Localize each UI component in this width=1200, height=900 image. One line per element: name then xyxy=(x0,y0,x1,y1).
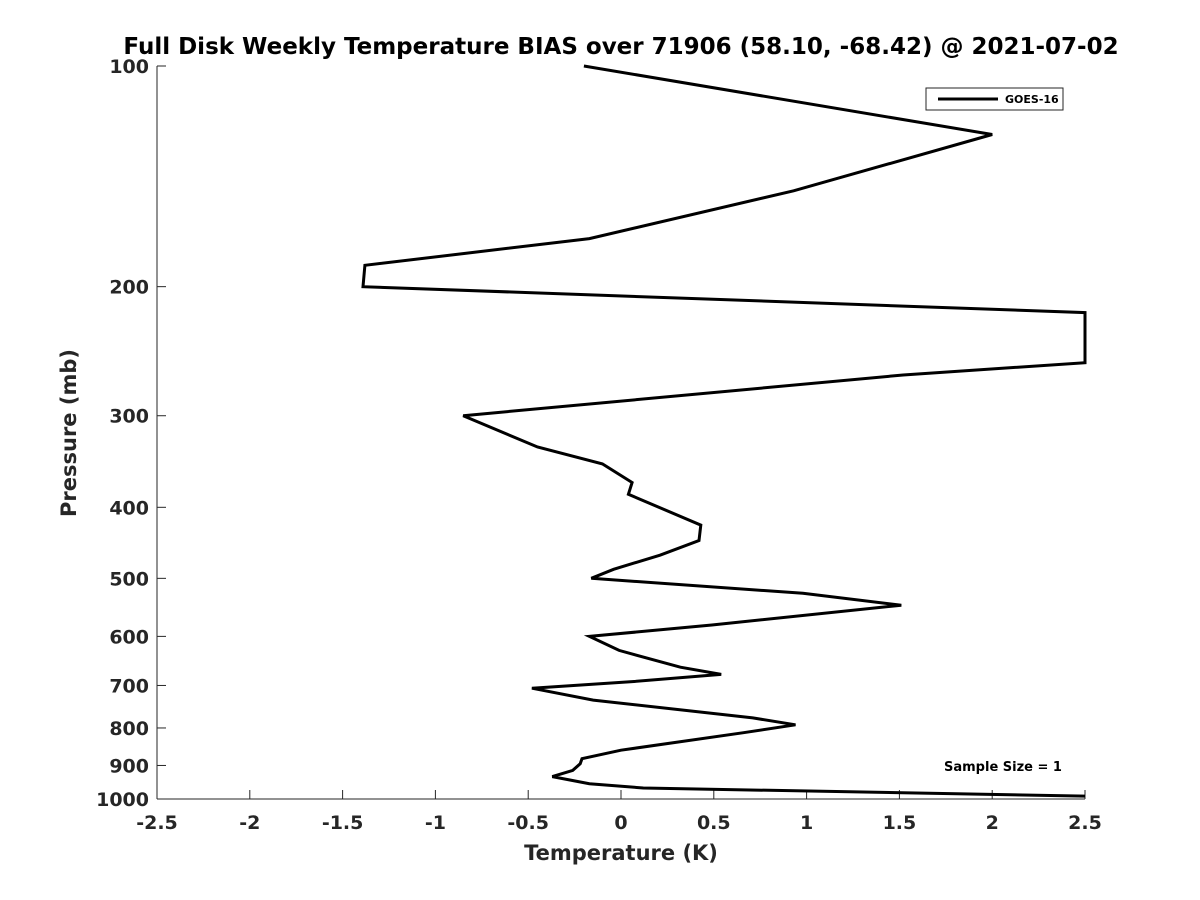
y-tick-label: 200 xyxy=(109,277,149,299)
x-tick-label: -2.5 xyxy=(136,812,178,834)
y-tick-label: 400 xyxy=(109,497,149,519)
x-tick-label: 1.5 xyxy=(883,812,917,834)
x-tick-label: -0.5 xyxy=(507,812,549,834)
x-tick-label: 0.5 xyxy=(697,812,731,834)
y-tick-label: 100 xyxy=(109,56,149,78)
legend: GOES-16 xyxy=(925,87,1064,111)
chart-title: Full Disk Weekly Temperature BIAS over 7… xyxy=(123,34,1118,60)
x-tick-label: -1 xyxy=(425,812,446,834)
y-tick-label: 1000 xyxy=(96,789,149,811)
series-layer xyxy=(361,64,1087,798)
y-axis-label: Pressure (mb) xyxy=(57,349,81,517)
series-line-goes-16 xyxy=(361,64,1087,798)
y-tick-label: 700 xyxy=(109,675,149,697)
x-axis-label: Temperature (K) xyxy=(524,841,718,865)
y-tick-label: 500 xyxy=(109,568,149,590)
legend-label-goes-16: GOES-16 xyxy=(1005,93,1059,106)
y-tick-label: 300 xyxy=(109,406,149,428)
y-tick-label: 600 xyxy=(109,626,149,648)
x-tick-label: 2.5 xyxy=(1068,812,1102,834)
x-tick-label: -2 xyxy=(239,812,260,834)
sample-size-annotation: Sample Size = 1 xyxy=(944,760,1062,775)
x-tick-label: 1 xyxy=(800,812,813,834)
plot-axes: -2.5 -2 -1.5 -1 -0.5 0 0.5 1 1.5 2 2.5 100 200 300 400… xyxy=(96,56,1102,834)
x-tick-label: 0 xyxy=(614,812,627,834)
x-tick-label: 2 xyxy=(986,812,999,834)
y-tick-label: 800 xyxy=(109,718,149,740)
y-tick-label: 900 xyxy=(109,755,149,777)
x-tick-label: -1.5 xyxy=(322,812,364,834)
